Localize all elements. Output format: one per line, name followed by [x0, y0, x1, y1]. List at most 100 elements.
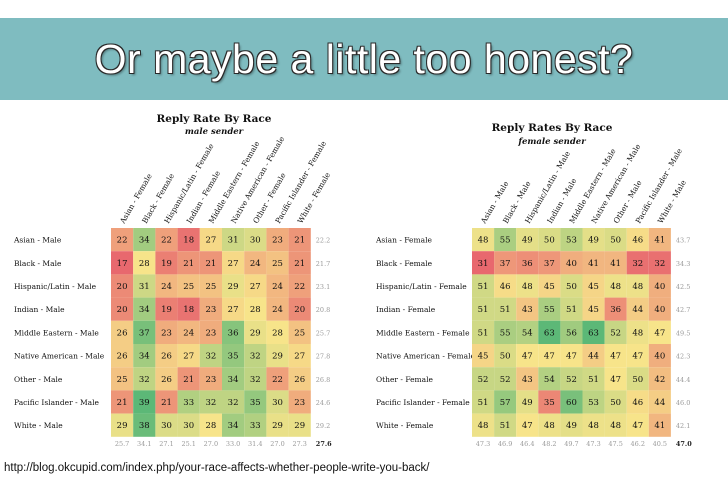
heatmap-cell [648, 413, 671, 437]
row-label: Middle Eastern - Female [376, 328, 470, 337]
cell-value-label: 26 [117, 328, 128, 338]
heatmap-cell [111, 251, 134, 275]
cell-value-label: 18 [183, 236, 194, 246]
heatmap-cell [266, 413, 289, 437]
heatmap-cell [111, 367, 134, 391]
heatmap-cell [199, 320, 222, 344]
cell-value-label: 54 [522, 328, 533, 338]
heatmap-cell [133, 344, 156, 368]
row-average-label: 21.7 [316, 260, 330, 268]
row-average-label: 42.3 [676, 353, 690, 361]
cell-value-label: 29 [117, 421, 128, 431]
cell-value-label: 50 [610, 398, 621, 408]
row-average-label: 26.8 [316, 376, 330, 384]
column-average-label: 27.3 [292, 440, 306, 448]
cell-value-label: 53 [588, 398, 599, 408]
column-average-label: 40.5 [653, 440, 667, 448]
heatmap-cell [222, 228, 245, 252]
cell-value-label: 23 [272, 236, 283, 246]
row-average-label: 27.8 [316, 353, 330, 361]
heatmap-cell [516, 344, 539, 368]
cell-value-label: 46 [632, 398, 643, 408]
cell-value-label: 55 [500, 236, 511, 246]
heatmap-cell [582, 228, 605, 252]
cell-value-label: 21 [294, 236, 305, 246]
heatmap-cell [288, 413, 311, 437]
cell-value-label: 21 [161, 398, 172, 408]
cell-value-label: 30 [250, 236, 261, 246]
column-average-label: 46.9 [498, 440, 512, 448]
heatmap-cell [516, 413, 539, 437]
cell-value-label: 41 [654, 236, 665, 246]
cell-value-label: 29 [228, 282, 239, 292]
heatmap-cell [472, 390, 495, 414]
cell-value-label: 46 [500, 282, 511, 292]
cell-value-label: 63 [544, 328, 555, 338]
heatmap-cell [244, 297, 267, 321]
cell-value-label: 27 [205, 236, 216, 246]
cell-value-label: 20 [294, 305, 305, 315]
heatmap-cell [199, 344, 222, 368]
heatmap-cell [472, 251, 495, 275]
heatmap-cell [244, 320, 267, 344]
source-link[interactable]: http://blog.okcupid.com/index.php/your-r… [4, 462, 430, 474]
row-average-label: 44.4 [676, 376, 690, 384]
heatmap-cell [560, 390, 583, 414]
cell-value-label: 34 [139, 352, 150, 362]
heatmap-cell [244, 413, 267, 437]
cell-value-label: 47 [632, 421, 643, 431]
cell-value-label: 46 [632, 236, 643, 246]
cell-value-label: 23 [205, 375, 216, 385]
heatmap-cell [582, 320, 605, 344]
cell-value-label: 63 [588, 328, 599, 338]
heatmap-cell [111, 228, 134, 252]
cell-value-label: 31 [139, 282, 150, 292]
row-label: Black - Female [376, 259, 433, 268]
cell-value-label: 25 [117, 375, 128, 385]
heatmap-cell [538, 274, 561, 298]
heatmap-cell [288, 297, 311, 321]
cell-value-label: 26 [117, 352, 128, 362]
cell-value-label: 45 [588, 305, 599, 315]
column-average-label: 33.0 [226, 440, 240, 448]
heatmap-cell [266, 344, 289, 368]
cell-value-label: 18 [183, 305, 194, 315]
heatmap-cell [472, 320, 495, 344]
cell-value-label: 47 [566, 352, 577, 362]
cell-value-label: 32 [205, 398, 216, 408]
heatmap-cell [560, 297, 583, 321]
heatmap-cell [133, 413, 156, 437]
cell-value-label: 48 [478, 236, 489, 246]
cell-value-label: 40 [654, 352, 665, 362]
cell-value-label: 27 [294, 352, 305, 362]
cell-value-label: 50 [544, 236, 555, 246]
column-average-label: 46.2 [631, 440, 645, 448]
cell-value-label: 24 [161, 282, 172, 292]
cell-value-label: 40 [654, 282, 665, 292]
heatmap-cell [133, 251, 156, 275]
heatmap-cell [111, 344, 134, 368]
heatmap-cell [288, 367, 311, 391]
cell-value-label: 27 [250, 282, 261, 292]
cell-value-label: 48 [588, 421, 599, 431]
heatmap-cell [494, 251, 517, 275]
heatmap-cell [560, 367, 583, 391]
heatmap-cell [133, 390, 156, 414]
row-average-label: 43.7 [676, 237, 690, 245]
cell-value-label: 32 [250, 375, 261, 385]
cell-value-label: 28 [272, 328, 283, 338]
heatmap-cell [133, 367, 156, 391]
cell-value-label: 26 [294, 375, 305, 385]
cell-value-label: 55 [500, 328, 511, 338]
cell-value-label: 47 [610, 352, 621, 362]
row-average-label: 25.7 [316, 329, 330, 337]
row-average-label: 46.0 [676, 399, 690, 407]
cell-value-label: 25 [294, 328, 305, 338]
cell-value-label: 57 [500, 398, 511, 408]
cell-value-label: 32 [139, 375, 150, 385]
heatmap-cell [244, 274, 267, 298]
heatmap-cell [266, 274, 289, 298]
column-average-label: 47.3 [476, 440, 490, 448]
heatmap-cell [604, 297, 627, 321]
heatmap-cell [244, 228, 267, 252]
